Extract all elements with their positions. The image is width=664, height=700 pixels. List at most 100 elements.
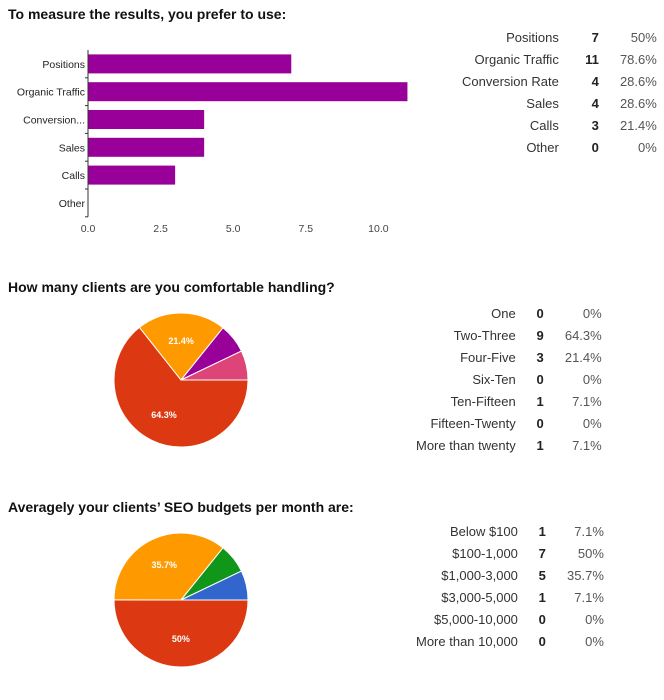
- table-row: Positions 7 50%: [462, 26, 657, 48]
- table-row: Below $100 1 7.1%: [416, 520, 604, 542]
- row-percent: 21.4%: [564, 349, 602, 365]
- bar: [88, 82, 408, 102]
- category-label: Organic Traffic: [17, 87, 85, 99]
- row-count: 7: [591, 29, 599, 45]
- row-count: 0: [538, 611, 546, 627]
- question-measure-results: To measure the results, you prefer to us…: [0, 0, 664, 250]
- x-tick-label: 2.5: [153, 223, 168, 235]
- row-count: 0: [591, 139, 599, 155]
- table-row: Four-Five 3 21.4%: [416, 346, 602, 368]
- row-label: Fifteen-Twenty: [430, 415, 516, 431]
- row-label: Below $100: [449, 523, 518, 539]
- row-percent: 0%: [582, 415, 602, 431]
- slice-label: 35.7%: [152, 560, 178, 570]
- row-count: 1: [536, 437, 544, 453]
- row-percent: 0%: [585, 633, 604, 649]
- pie-chart-clients: 64.3% 21.4%: [113, 312, 249, 448]
- row-percent: 7.1%: [574, 589, 604, 605]
- row-count: 0: [538, 633, 546, 649]
- row-count: 3: [536, 349, 544, 365]
- results-table: Positions 7 50% Organic Traffic 11 78.6% Conve…: [462, 26, 657, 158]
- pie-slice: [113, 326, 249, 448]
- table-row: More than 10,000 0 0%: [416, 630, 604, 652]
- table-row: $3,000-5,000 1 7.1%: [416, 586, 604, 608]
- slice-label: 50%: [172, 634, 190, 644]
- row-percent: 0%: [585, 611, 604, 627]
- x-tick-label: 7.5: [298, 223, 313, 235]
- table-row: Ten-Fifteen 1 7.1%: [416, 390, 602, 412]
- results-table: Below $100 1 7.1% $100-1,000 7 50% $1,000-3,00…: [416, 520, 604, 652]
- row-count: 9: [536, 327, 544, 343]
- table-row: Conversion Rate 4 28.6%: [462, 70, 657, 92]
- row-count: 1: [538, 523, 546, 539]
- pie-slice: [113, 532, 224, 601]
- category-label: Positions: [42, 59, 85, 71]
- row-label: Six-Ten: [472, 371, 516, 387]
- row-label: Organic Traffic: [474, 51, 559, 67]
- row-percent: 28.6%: [619, 73, 657, 89]
- row-percent: 7.1%: [572, 393, 602, 409]
- row-percent: 50%: [577, 545, 604, 561]
- table-row: $100-1,000 7 50%: [416, 542, 604, 564]
- row-percent: 35.7%: [567, 567, 604, 583]
- row-percent: 50%: [630, 29, 657, 45]
- x-tick-label: 5.0: [226, 223, 241, 235]
- row-percent: 0%: [582, 305, 602, 321]
- category-label: Calls: [62, 170, 85, 182]
- row-label: Ten-Fifteen: [450, 393, 516, 409]
- row-label: $100-1,000: [452, 545, 518, 561]
- table-row: Organic Traffic 11 78.6%: [462, 48, 657, 70]
- question-seo-budgets: Averagely your clients’ SEO budgets per …: [0, 490, 664, 679]
- slice-label: 64.3%: [151, 410, 177, 420]
- row-label: $5,000-10,000: [434, 611, 518, 627]
- question-title: Averagely your clients’ SEO budgets per …: [8, 499, 354, 515]
- bar: [88, 137, 205, 157]
- row-percent: 78.6%: [619, 51, 657, 67]
- row-label: More than twenty: [416, 437, 516, 453]
- table-row: One 0 0%: [416, 302, 602, 324]
- pie-chart-budgets: 50% 35.7%: [113, 532, 249, 668]
- pie-slice: [113, 599, 249, 668]
- row-label: Other: [526, 139, 559, 155]
- row-label: Conversion Rate: [462, 73, 559, 89]
- row-percent: 28.6%: [619, 95, 657, 111]
- row-label: Sales: [526, 95, 559, 111]
- pie-slice: [180, 350, 249, 381]
- row-percent: 64.3%: [564, 327, 602, 343]
- bar: [88, 165, 176, 185]
- table-row: Calls 3 21.4%: [462, 114, 657, 136]
- row-count: 7: [538, 545, 546, 561]
- category-label: Conversion...: [23, 115, 85, 127]
- row-percent: 7.1%: [574, 523, 604, 539]
- row-count: 3: [591, 117, 599, 133]
- pie-slice: [180, 570, 249, 601]
- category-label: Other: [59, 198, 86, 210]
- row-label: Calls: [529, 117, 559, 133]
- question-title: To measure the results, you prefer to us…: [8, 6, 287, 22]
- table-row: Other 0 0%: [462, 136, 657, 158]
- row-label: $1,000-3,000: [441, 567, 518, 583]
- row-label: One: [491, 305, 516, 321]
- question-clients-handling: How many clients are you comfortable han…: [0, 270, 664, 470]
- table-row: $5,000-10,000 0 0%: [416, 608, 604, 630]
- row-percent: 7.1%: [572, 437, 602, 453]
- row-count: 1: [536, 393, 544, 409]
- row-count: 0: [536, 371, 544, 387]
- row-count: 4: [591, 95, 599, 111]
- x-tick-label: 10.0: [368, 223, 389, 235]
- table-row: Fifteen-Twenty 0 0%: [416, 412, 602, 434]
- row-count: 0: [536, 415, 544, 431]
- row-count: 0: [536, 305, 544, 321]
- table-row: Six-Ten 0 0%: [416, 368, 601, 390]
- pie-slice: [138, 312, 224, 381]
- x-tick-label: 0.0: [81, 223, 96, 235]
- slice-label: 21.4%: [168, 336, 194, 346]
- table-row: More than twenty 1 7.1%: [416, 434, 602, 456]
- bar: [88, 110, 205, 129]
- row-count: 1: [538, 589, 546, 605]
- row-percent: 21.4%: [619, 117, 657, 133]
- row-count: 5: [538, 567, 546, 583]
- row-label: More than 10,000: [416, 633, 518, 649]
- table-row: Two-Three 9 64.3%: [416, 324, 602, 346]
- bar-chart: Positions Organic Traffic Conversion... Sal…: [17, 50, 408, 235]
